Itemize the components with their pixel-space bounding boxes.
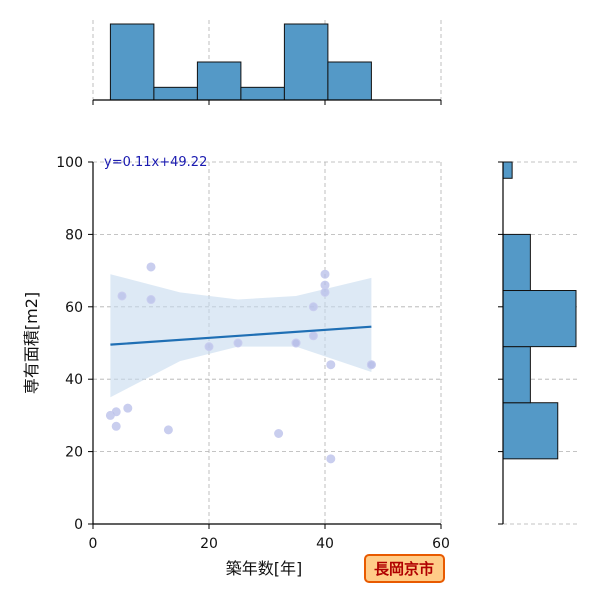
right-hist-bar	[502, 233, 531, 292]
city-badge: 長岡京市	[364, 554, 445, 583]
scatter-point	[123, 403, 133, 413]
right-hist-bar	[502, 290, 577, 348]
top-hist-bar	[153, 86, 198, 101]
y-tick-label: 40	[65, 372, 83, 388]
scatter-point	[233, 338, 243, 348]
x-tick-label: 20	[200, 536, 218, 552]
scatter-point	[320, 287, 330, 297]
x-axis-title: 築年数[年]	[226, 559, 303, 578]
y-axis-title: 専有面積[m2]	[22, 292, 41, 394]
scatter-point	[146, 295, 156, 305]
y-tick-label: 0	[74, 517, 83, 533]
scatter-point	[163, 425, 173, 435]
x-tick-label: 60	[432, 536, 450, 552]
right-histogram	[498, 161, 580, 525]
regression-line	[110, 325, 372, 346]
x-tick-label: 40	[316, 536, 334, 552]
top-hist-bar	[109, 23, 155, 101]
regression-equation: y=0.11x+49.22	[104, 155, 207, 170]
scatter-point	[146, 262, 156, 272]
main-axes: 0 20 40 60 0 20 40 60 80 100	[56, 155, 450, 552]
top-hist-bar	[240, 86, 285, 101]
top-hist-bar	[196, 61, 242, 101]
city-badge-label: 長岡京市	[374, 560, 434, 578]
top-hist-bar	[283, 23, 329, 101]
scatter-point	[326, 360, 336, 370]
scatter-point	[366, 360, 376, 370]
x-tick-label: 0	[89, 536, 98, 552]
y-tick-label: 100	[56, 155, 83, 171]
scatter-point	[291, 338, 301, 348]
scatter-point	[320, 269, 330, 279]
top-hist-bar	[327, 61, 372, 101]
scatter-point	[111, 421, 121, 431]
top-histogram	[92, 20, 442, 105]
y-tick-label: 20	[65, 445, 83, 461]
right-hist-bar	[502, 161, 513, 179]
scatter-point	[308, 302, 318, 312]
scatter-point	[117, 291, 127, 301]
city-badge-box	[364, 554, 445, 583]
scatter-points	[105, 262, 376, 464]
right-hist-bar	[502, 346, 531, 404]
scatter-point	[308, 331, 318, 341]
y-tick-label: 80	[65, 227, 83, 243]
scatter-point	[204, 342, 214, 352]
y-tick-label: 60	[65, 300, 83, 316]
right-hist-bar	[502, 402, 559, 460]
scatter-point	[111, 407, 121, 417]
scatter-point	[326, 454, 336, 464]
scatter-point	[274, 429, 284, 438]
